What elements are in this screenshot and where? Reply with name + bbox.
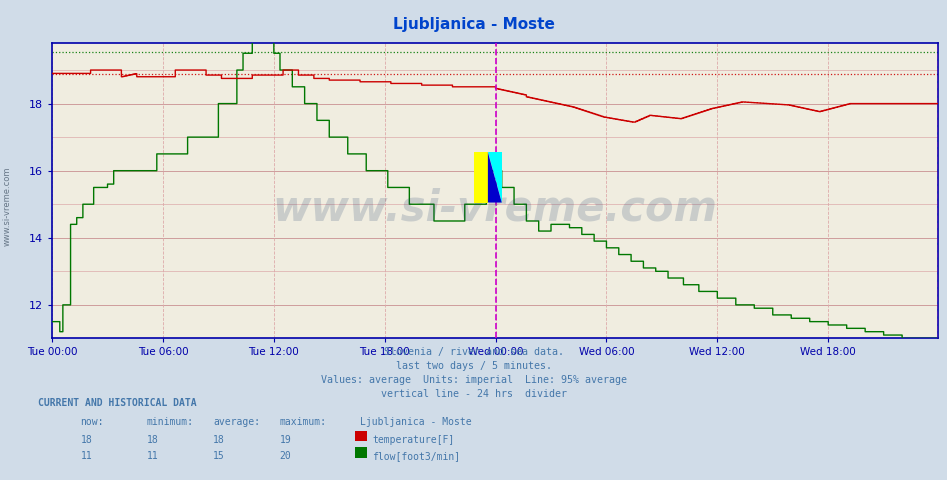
Text: 19: 19	[279, 434, 291, 444]
Text: 20: 20	[279, 451, 291, 461]
Text: 18: 18	[147, 434, 158, 444]
Text: CURRENT AND HISTORICAL DATA: CURRENT AND HISTORICAL DATA	[38, 397, 197, 408]
Text: 11: 11	[80, 451, 92, 461]
Text: 18: 18	[213, 434, 224, 444]
Text: Ljubljanica - Moste: Ljubljanica - Moste	[360, 417, 472, 427]
Polygon shape	[488, 152, 502, 203]
Text: flow[foot3/min]: flow[foot3/min]	[372, 451, 460, 461]
Text: minimum:: minimum:	[147, 417, 194, 427]
Text: maximum:: maximum:	[279, 417, 327, 427]
Text: www.si-vreme.com: www.si-vreme.com	[273, 188, 717, 229]
Polygon shape	[488, 152, 502, 203]
Text: 11: 11	[147, 451, 158, 461]
Text: 15: 15	[213, 451, 224, 461]
Text: www.si-vreme.com: www.si-vreme.com	[3, 167, 12, 246]
Text: Slovenia / river and sea data.
last two days / 5 minutes.
Values: average  Units: Slovenia / river and sea data. last two …	[320, 347, 627, 398]
Text: 18: 18	[80, 434, 92, 444]
Text: Ljubljanica - Moste: Ljubljanica - Moste	[393, 17, 554, 32]
Bar	[474, 152, 488, 203]
Text: now:: now:	[80, 417, 104, 427]
Text: average:: average:	[213, 417, 260, 427]
Text: temperature[F]: temperature[F]	[372, 434, 455, 444]
